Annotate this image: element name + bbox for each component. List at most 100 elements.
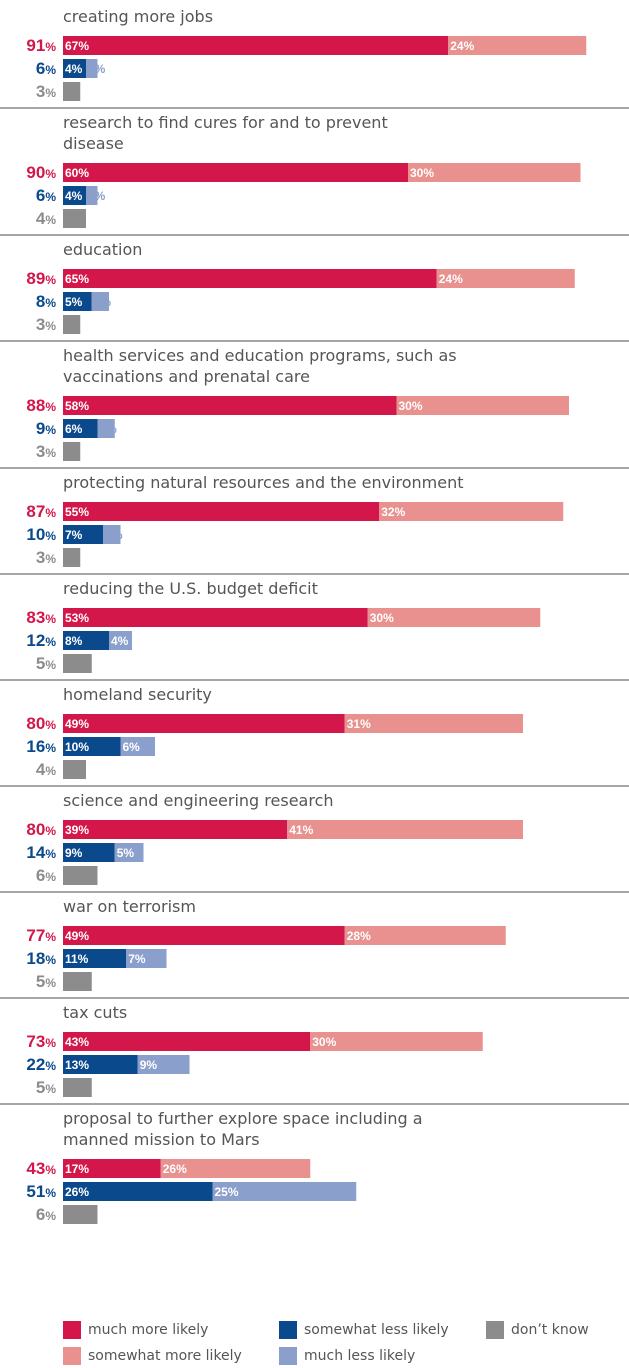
bar-much-less-9 [137,1055,190,1074]
bar-dont-know-9 [63,1078,92,1097]
bar-somewhat-less-6 [63,737,121,756]
label-much-more-2: 65% [65,272,89,286]
label-somewhat-less-1: 4% [65,189,83,203]
label-somewhat-more-5: 30% [370,611,394,625]
item-group-4: protecting natural resources and the env… [0,473,629,575]
label-somewhat-more-1: 30% [410,166,434,180]
label-much-more-1: 60% [65,166,89,180]
dont-know-total-10: 6% [36,1205,56,1224]
more-likely-total-1: 90% [26,163,56,182]
label-much-more-10: 17% [65,1162,89,1176]
bar-much-less-10 [212,1182,357,1201]
bar-somewhat-more-6 [344,714,523,733]
stacked-bar-chart: creating more jobs 91% 67% 24% 6% 4% 2% 3% resea… [0,7,629,1224]
bar-somewhat-more-3 [396,396,569,415]
bar-much-more-8 [63,926,345,945]
bar-somewhat-more-8 [344,926,506,945]
label-much-less-9: 9% [140,1058,158,1072]
label-somewhat-more-3: 30% [399,399,423,413]
label-somewhat-more-7: 41% [289,823,313,837]
item-label-5-line-0: reducing the U.S. budget deficit [63,579,318,598]
label-somewhat-more-4: 32% [381,505,405,519]
legend-swatch-somewhat-less-likely [279,1321,297,1339]
bar-much-more-4 [63,502,380,521]
item-group-6: homeland security 80% 49% 31% 16% 10% 6% 4% [0,685,629,787]
label-much-more-5: 53% [65,611,89,625]
label-somewhat-less-0: 4% [65,62,83,76]
more-likely-total-7: 80% [26,820,56,839]
dont-know-total-4: 3% [36,548,56,567]
bar-much-more-0 [63,36,449,55]
item-group-2: education 89% 65% 24% 8% 5% 3% 3% [0,240,629,342]
item-label-8-line-0: war on terrorism [63,897,196,916]
label-much-more-8: 49% [65,929,89,943]
legend-label-somewhat-more-likely: somewhat more likely [88,1348,242,1364]
bar-much-more-3 [63,396,397,415]
bar-much-more-7 [63,820,288,839]
label-much-more-4: 55% [65,505,89,519]
dont-know-total-7: 6% [36,866,56,885]
more-likely-total-5: 83% [26,608,56,627]
bar-much-less-8 [126,949,167,968]
bar-much-more-9 [63,1032,311,1051]
less-likely-total-4: 10% [26,525,56,544]
more-likely-total-10: 43% [26,1159,56,1178]
label-much-less-0: 2% [88,62,106,76]
item-label-1-line-1: disease [63,134,124,153]
bar-much-less-3 [97,419,115,438]
item-label-3-line-1: vaccinations and prenatal care [63,367,310,386]
label-somewhat-less-9: 13% [65,1058,89,1072]
label-much-less-10: 25% [215,1185,239,1199]
bar-much-less-2 [91,292,109,311]
bar-dont-know-6 [63,760,86,779]
bar-somewhat-less-8 [63,949,127,968]
bar-much-less-5 [109,631,132,650]
label-somewhat-more-10: 26% [163,1162,187,1176]
less-likely-total-0: 6% [36,59,56,78]
label-much-less-6: 6% [123,740,141,754]
legend-swatch-dont-know [486,1321,504,1339]
less-likely-total-1: 6% [36,186,56,205]
bar-somewhat-less-3 [63,419,98,438]
bar-dont-know-8 [63,972,92,991]
item-group-1: research to find cures for and to preven… [0,113,629,236]
less-likely-total-9: 22% [26,1055,56,1074]
label-somewhat-less-2: 5% [65,295,83,309]
more-likely-total-4: 87% [26,502,56,521]
legend-label-somewhat-less-likely: somewhat less likely [304,1322,449,1338]
dont-know-total-0: 3% [36,82,56,101]
label-somewhat-less-6: 10% [65,740,89,754]
label-somewhat-less-5: 8% [65,634,83,648]
item-label-9-line-0: tax cuts [63,1003,127,1022]
bar-somewhat-less-1 [63,186,86,205]
bar-somewhat-more-5 [367,608,541,627]
item-group-7: science and engineering research 80% 39% 41… [0,791,629,893]
dont-know-total-3: 3% [36,442,56,461]
bar-somewhat-more-1 [408,163,581,182]
dont-know-total-6: 4% [36,760,56,779]
bar-somewhat-less-2 [63,292,92,311]
bar-somewhat-less-10 [63,1182,213,1201]
label-somewhat-less-8: 11% [65,952,89,966]
label-much-more-0: 67% [65,39,89,53]
bar-somewhat-more-2 [436,269,575,288]
less-likely-total-5: 12% [26,631,56,650]
legend-swatch-somewhat-more-likely [63,1347,81,1365]
label-somewhat-less-4: 7% [65,528,83,542]
less-likely-total-3: 9% [36,419,56,438]
less-likely-total-8: 18% [26,949,56,968]
less-likely-total-7: 14% [26,843,56,862]
label-much-more-7: 39% [65,823,89,837]
bar-somewhat-more-4 [379,502,564,521]
dont-know-total-8: 5% [36,972,56,991]
bar-dont-know-2 [63,315,81,334]
dont-know-total-5: 5% [36,654,56,673]
more-likely-total-6: 80% [26,714,56,733]
label-much-more-9: 43% [65,1035,89,1049]
bar-somewhat-more-9 [310,1032,483,1051]
more-likely-total-0: 91% [26,36,56,55]
bar-much-less-4 [103,525,121,544]
bar-dont-know-5 [63,654,92,673]
chart-legend: much more likely somewhat less likely do… [63,1320,623,1368]
legend-item-much-more-likely: much more likely [63,1320,208,1340]
